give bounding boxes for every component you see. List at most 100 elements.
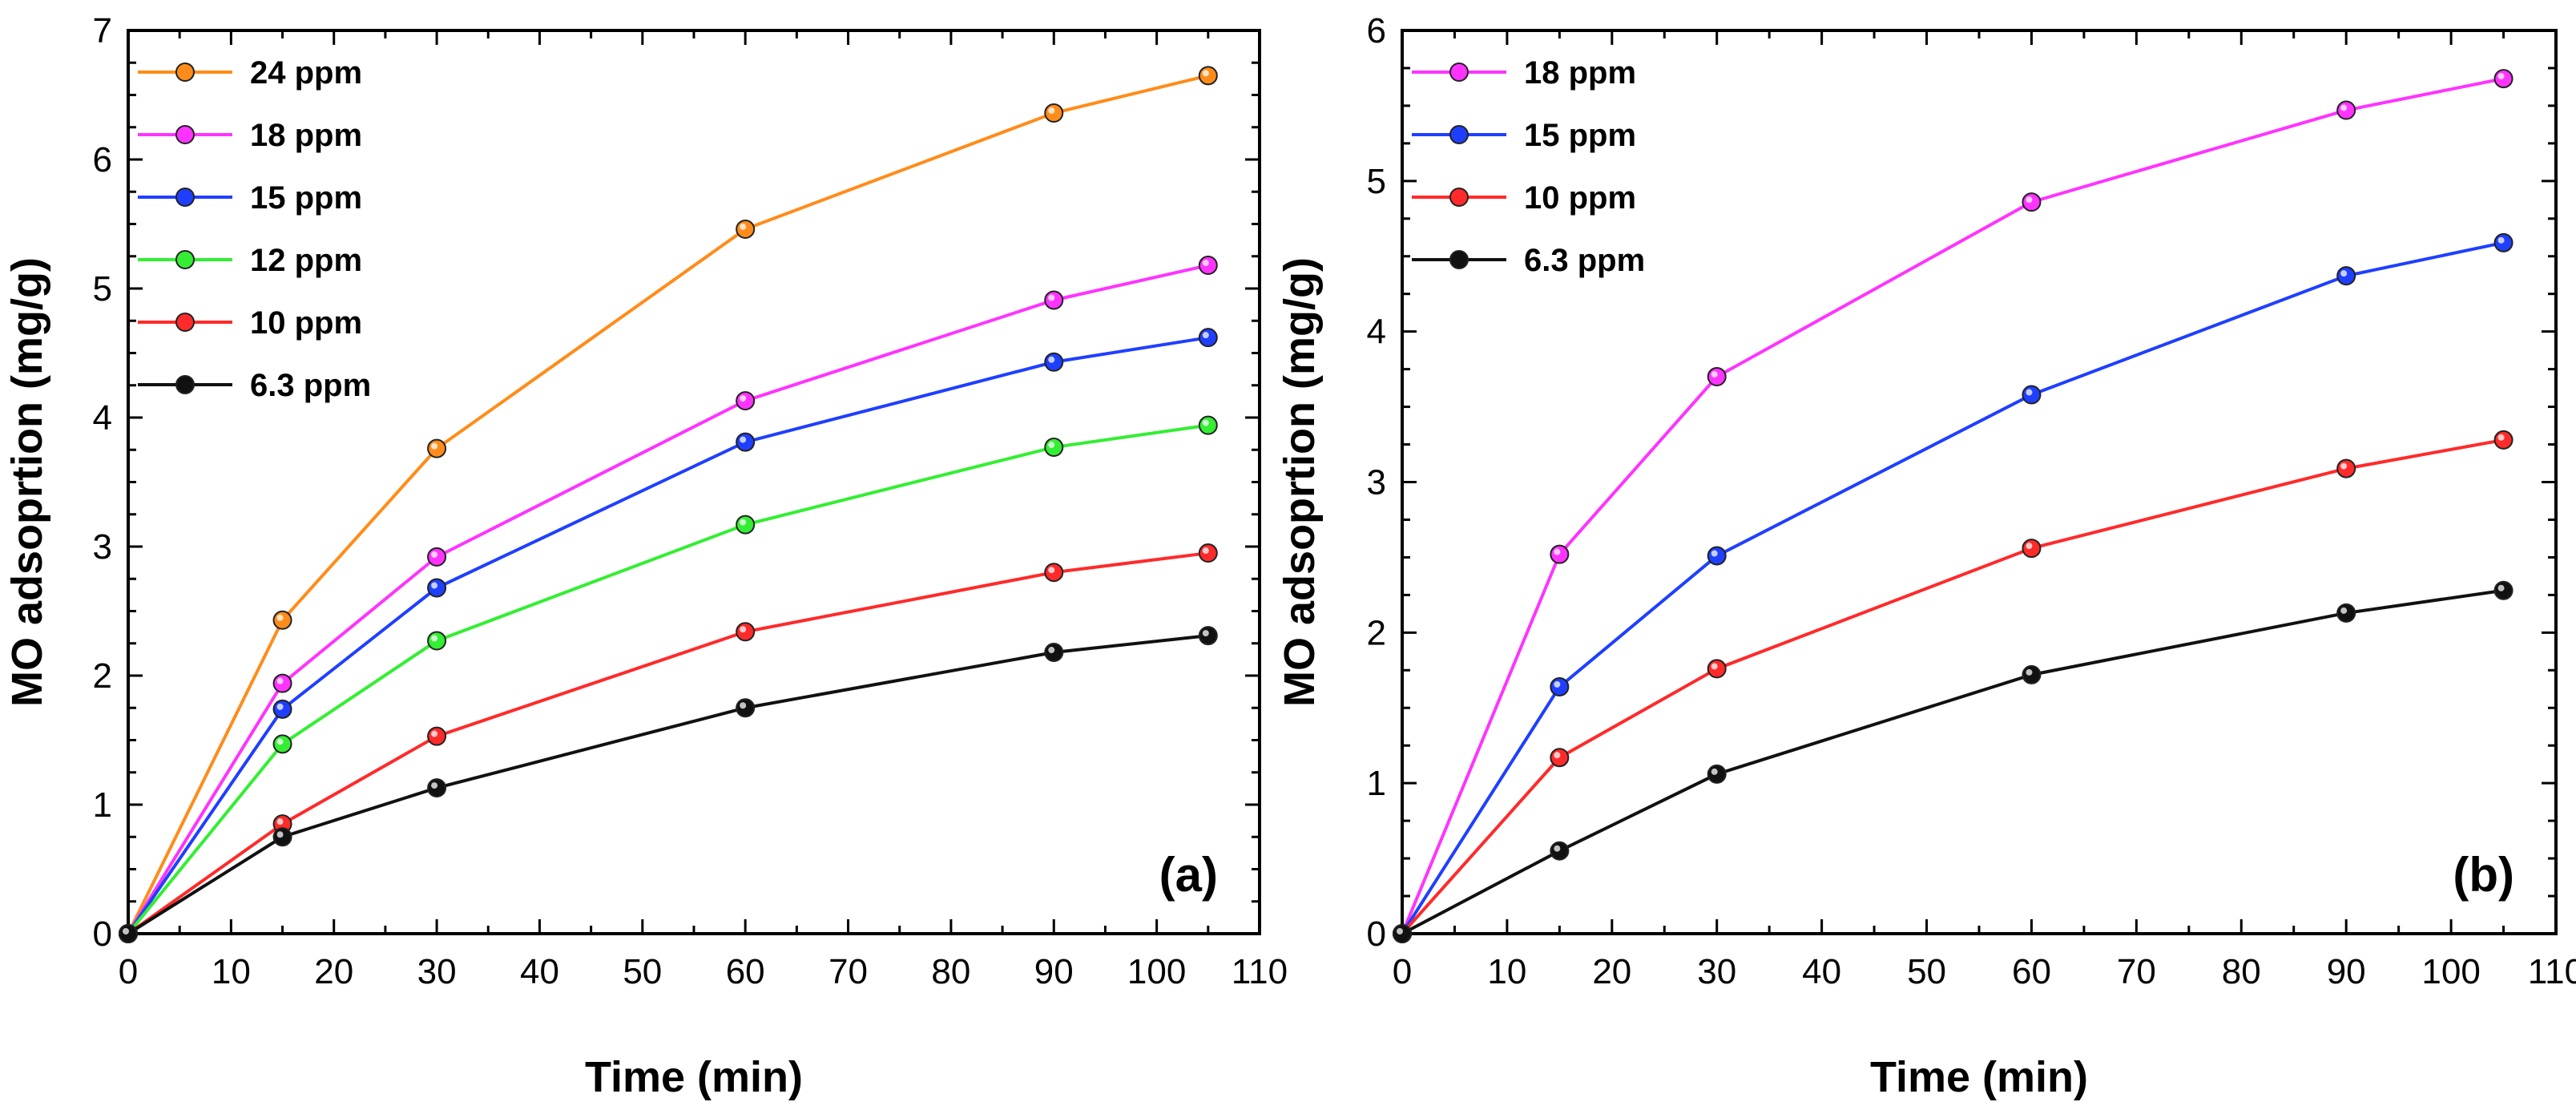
data-point-highlight: [1048, 647, 1055, 654]
data-point: [1707, 367, 1727, 387]
legend-marker: [175, 375, 195, 394]
data-point-highlight: [740, 519, 747, 526]
data-point: [2493, 232, 2514, 252]
x-tick-label: 90: [1034, 952, 1074, 991]
x-tick-label: 60: [2012, 952, 2051, 991]
legend-label: 10 ppm: [250, 305, 362, 341]
data-point: [736, 432, 756, 452]
series-24-ppm: [119, 66, 1218, 943]
legend-label: 18 ppm: [1524, 55, 1636, 91]
y-axis-label: MO adsoprtion (mg/g): [1276, 257, 1324, 707]
data-point: [736, 391, 756, 411]
data-point-highlight: [1202, 547, 1209, 555]
data-point: [427, 726, 447, 746]
data-point: [1393, 924, 1412, 943]
x-tick-label: 110: [2528, 952, 2576, 991]
legend-marker: [175, 250, 195, 269]
legend-marker: [1449, 125, 1469, 144]
y-tick-label: 0: [1367, 914, 1386, 954]
data-point-highlight: [123, 928, 129, 934]
legend: 24 ppm 18 ppm 15 ppm 12 ppm 10 ppm 6.3 ppm: [138, 55, 371, 403]
data-point: [736, 622, 756, 642]
legend-label: 18 ppm: [250, 118, 362, 153]
data-point-highlight: [431, 442, 438, 450]
x-tick-label: 70: [2117, 952, 2156, 991]
data-point: [427, 438, 447, 458]
plot-frame: [1401, 29, 2558, 935]
legend-label: 15 ppm: [250, 180, 362, 216]
data-point: [1044, 290, 1064, 310]
legend-marker: [175, 313, 195, 332]
data-point-highlight: [2026, 668, 2033, 676]
y-tick-label: 3: [93, 527, 112, 567]
legend-marker: [1449, 188, 1469, 207]
x-tick-label: 80: [2222, 952, 2261, 991]
x-tick-label: 50: [623, 952, 662, 991]
data-point-highlight: [1554, 548, 1561, 555]
data-point-highlight: [431, 551, 438, 558]
x-tick-label: 0: [1393, 952, 1412, 991]
data-point: [1707, 546, 1727, 566]
x-tick-label: 40: [1802, 952, 1841, 991]
data-point-highlight: [1048, 356, 1055, 363]
legend: 18 ppm 15 ppm 10 ppm 6.3 ppm: [1412, 55, 1645, 278]
x-tick-label: 100: [2421, 952, 2480, 991]
series-line: [1401, 438, 2504, 935]
data-point-highlight: [1554, 752, 1561, 759]
data-point: [1550, 841, 1570, 861]
data-point: [2493, 580, 2514, 600]
x-tick-label: 60: [726, 952, 765, 991]
data-point: [2336, 603, 2356, 623]
data-point: [736, 515, 756, 535]
data-point-highlight: [276, 703, 284, 710]
legend-marker: [175, 125, 195, 144]
data-point-highlight: [276, 677, 284, 684]
data-point-highlight: [1711, 550, 1718, 557]
y-tick-label: 6: [93, 140, 112, 180]
y-tick-label: 5: [93, 269, 112, 309]
data-point: [272, 610, 292, 630]
data-point: [1198, 543, 1218, 563]
x-tick-label: 10: [212, 952, 251, 991]
data-point-highlight: [2497, 584, 2505, 591]
data-point: [1198, 66, 1218, 86]
series-line: [127, 336, 1209, 935]
x-tick-label: 70: [828, 952, 868, 991]
data-point: [1707, 659, 1727, 679]
series-line: [1401, 588, 2504, 935]
legend-marker: [1449, 63, 1469, 82]
data-point: [427, 778, 447, 798]
y-tick-label: 1: [93, 785, 112, 825]
data-point-highlight: [2340, 607, 2348, 614]
series-6-3-ppm: [1393, 580, 2514, 943]
data-point: [1198, 626, 1218, 646]
data-point-highlight: [276, 738, 284, 745]
data-point-highlight: [1711, 371, 1718, 378]
data-point: [272, 673, 292, 693]
data-point-highlight: [1202, 332, 1209, 339]
series-line: [1401, 240, 2504, 935]
series-line: [127, 74, 1209, 934]
data-point-highlight: [1048, 107, 1055, 115]
legend-marker: [175, 188, 195, 207]
chart-panel-a: 0 10 20 30 40 50 60 70 80 90 100 110 0 1 2 3 4 5 6 7 Time (m…: [3, 11, 1288, 1101]
data-point: [427, 547, 447, 567]
data-point: [2336, 458, 2356, 478]
series-line: [127, 264, 1209, 935]
data-point: [1044, 352, 1064, 372]
data-point-highlight: [2026, 543, 2033, 550]
y-tick-label: 6: [1367, 11, 1386, 50]
x-tick-label: 110: [1232, 952, 1288, 991]
data-point-highlight: [1048, 294, 1055, 301]
data-point-highlight: [740, 223, 747, 230]
series-line: [127, 551, 1209, 935]
data-point: [1044, 438, 1064, 458]
data-point-highlight: [740, 436, 747, 443]
data-point-highlight: [1711, 768, 1718, 775]
data-point-highlight: [1554, 680, 1561, 688]
x-axis-label: Time (min): [585, 1053, 803, 1101]
data-point-highlight: [2497, 236, 2505, 244]
data-point-highlight: [740, 395, 747, 402]
panel-label: (a): [1159, 848, 1218, 902]
series-15-ppm: [119, 328, 1218, 943]
